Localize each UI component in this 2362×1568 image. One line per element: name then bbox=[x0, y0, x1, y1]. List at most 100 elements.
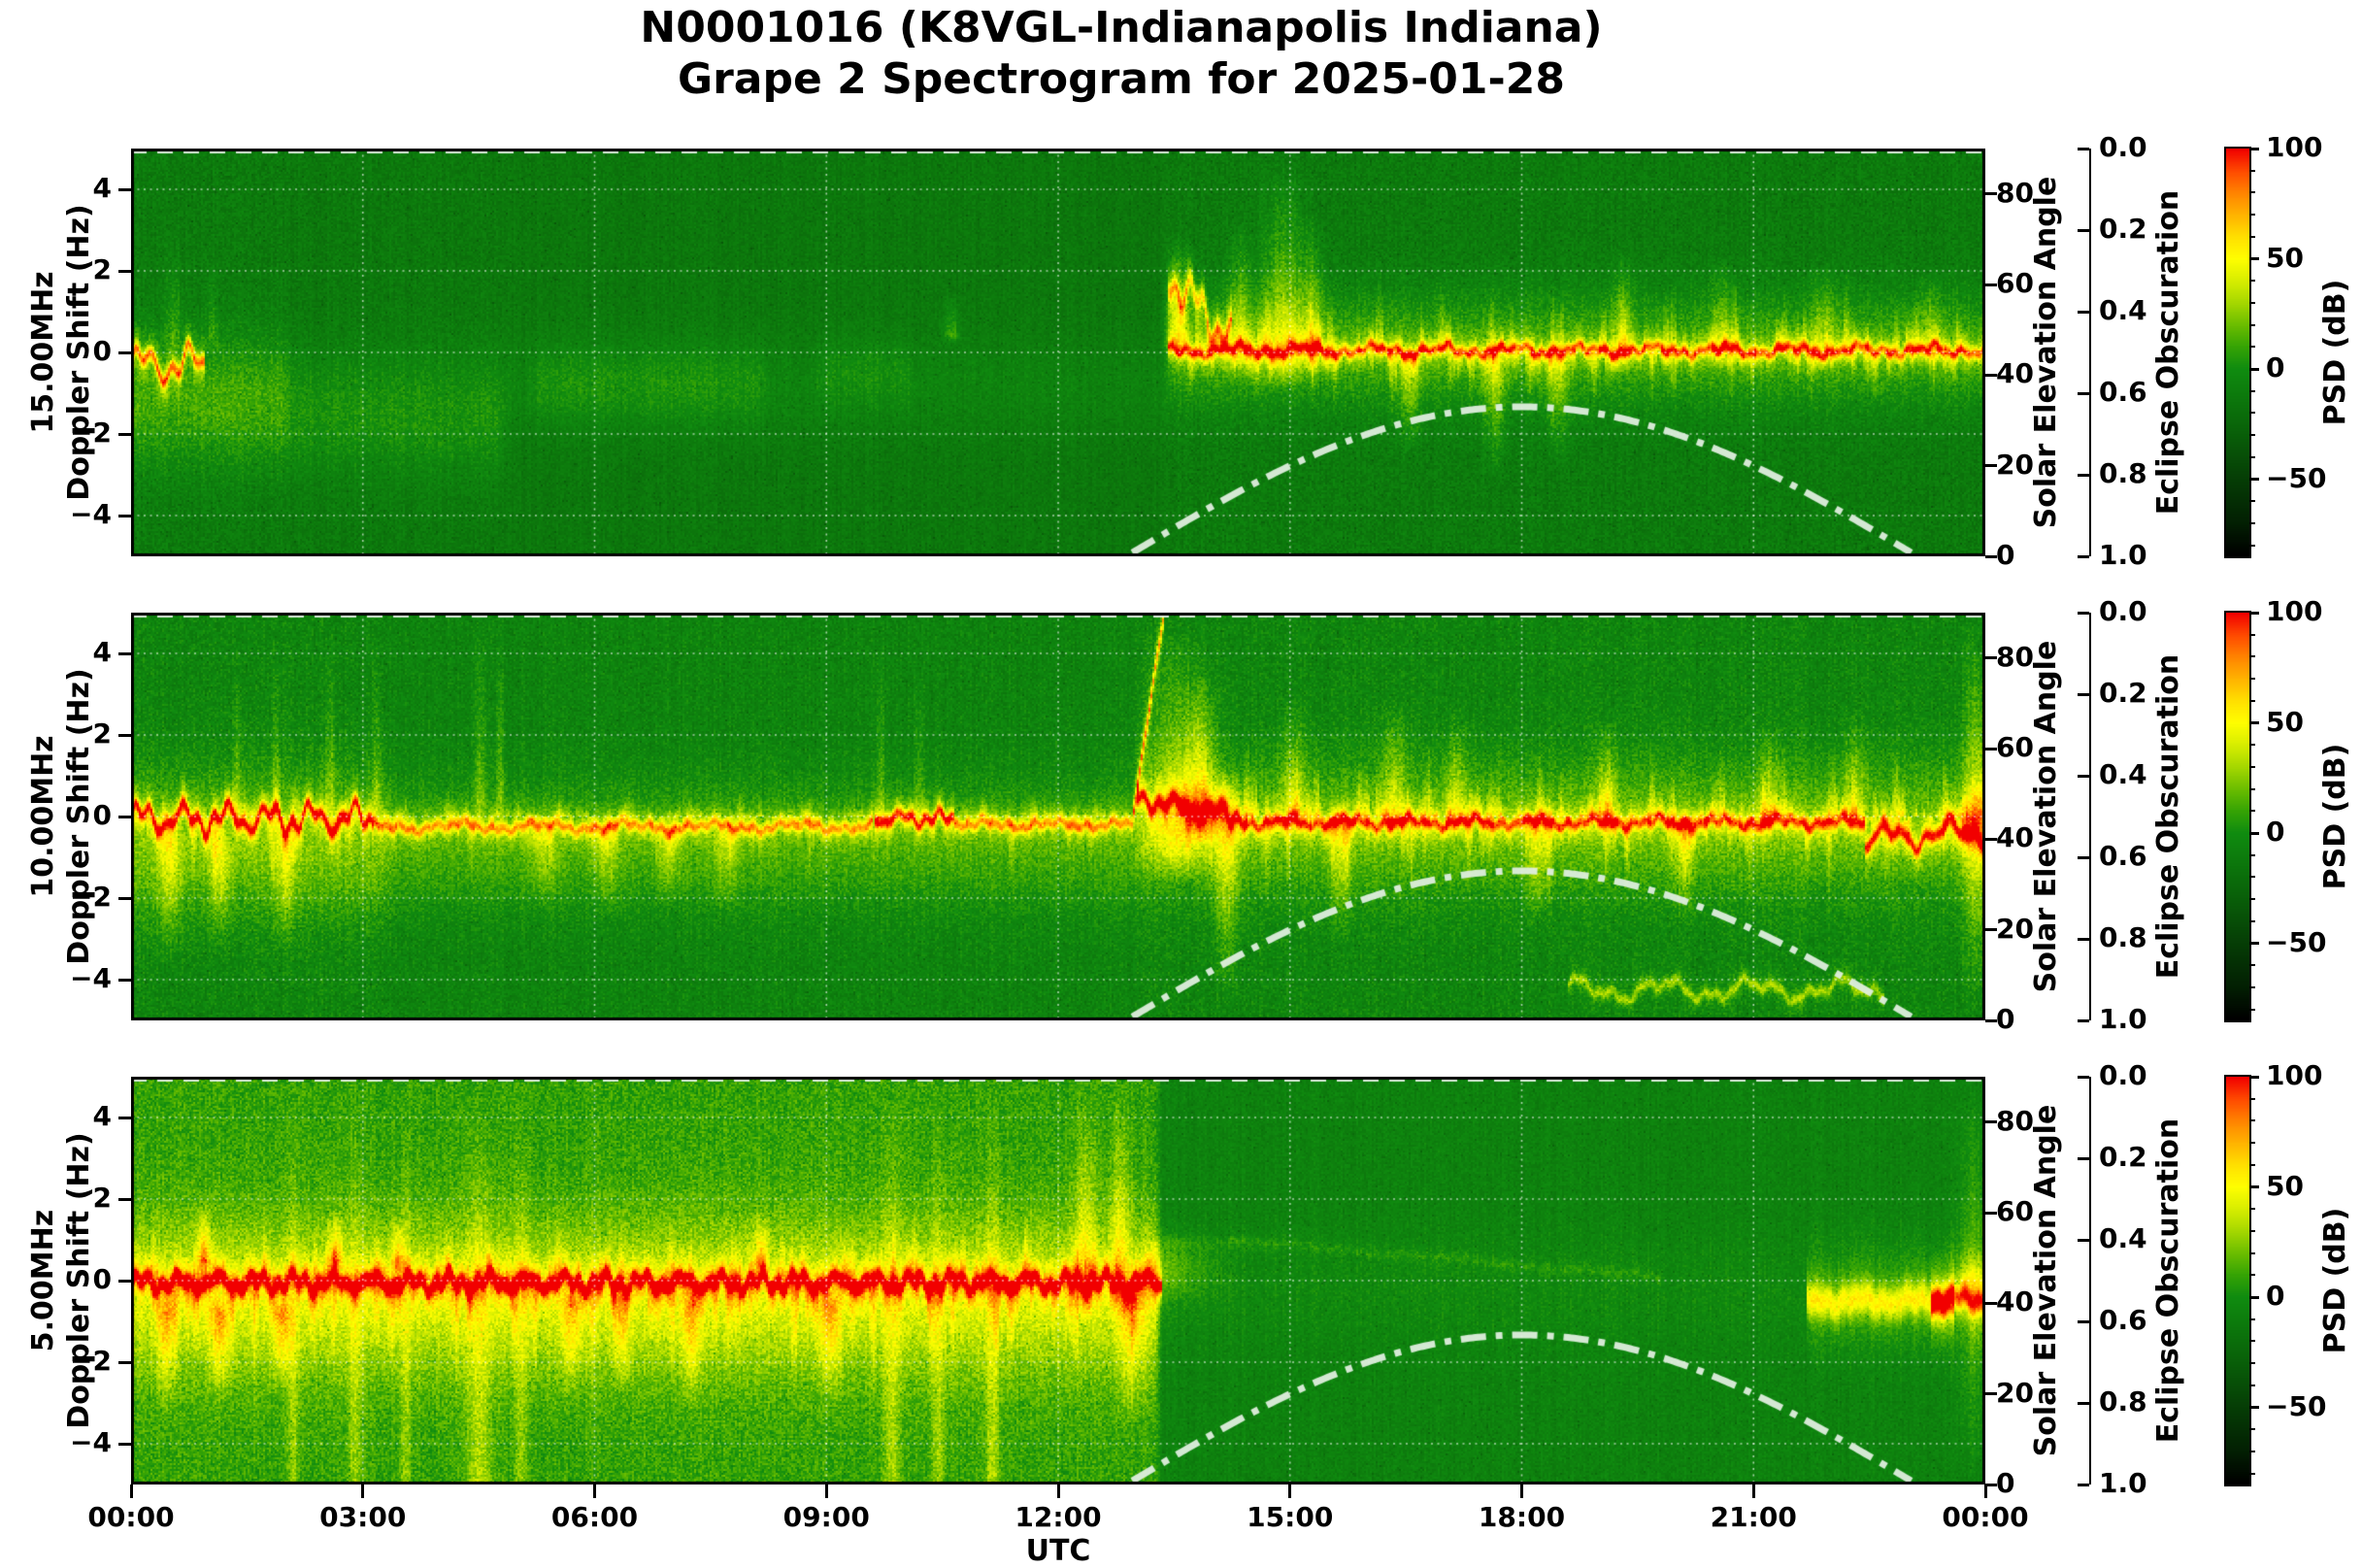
eclipse-axis-title: Eclipse Obscuration bbox=[2151, 189, 2185, 516]
solar-tick-label: 40 bbox=[1996, 357, 2034, 390]
eclipse-tickmark bbox=[2078, 228, 2089, 232]
colorbar-minor-tickmark bbox=[2249, 1450, 2255, 1452]
colorbar-tick-label: −50 bbox=[2266, 1389, 2327, 1422]
solar-tick-label: 20 bbox=[1996, 1376, 2034, 1409]
doppler-tick-label: 2 bbox=[92, 253, 112, 285]
colorbar-tick-label: −50 bbox=[2266, 925, 2327, 958]
doppler-tick-label: 4 bbox=[92, 636, 112, 668]
colorbar-gradient bbox=[2226, 613, 2249, 1020]
doppler-tick-label: 2 bbox=[92, 717, 112, 750]
eclipse-tick-label: 0.8 bbox=[2099, 457, 2147, 489]
colorbar bbox=[2224, 611, 2251, 1022]
colorbar-minor-tickmark bbox=[2249, 898, 2255, 901]
solar-tick-label: 80 bbox=[1996, 1104, 2034, 1137]
doppler-tick-label: 0 bbox=[92, 335, 112, 367]
colorbar-minor-tickmark bbox=[2249, 678, 2255, 681]
solar-axis-title: Solar Elevation Angle bbox=[2029, 640, 2063, 993]
solar-tickmark bbox=[1985, 464, 1997, 468]
x-tick-label: 06:00 bbox=[550, 1501, 639, 1533]
colorbar-minor-tickmark bbox=[2249, 985, 2255, 988]
colorbar-major-tickmark bbox=[2249, 1406, 2259, 1410]
colorbar-tick-label: 100 bbox=[2266, 131, 2323, 163]
eclipse-tick-label: 0.2 bbox=[2099, 213, 2147, 245]
x-tick-label: 15:00 bbox=[1247, 1501, 1334, 1533]
figure-title: N0001016 (K8VGL-Indianapolis Indiana) Gr… bbox=[0, 2, 2243, 105]
colorbar-tick-label: 50 bbox=[2266, 705, 2304, 738]
doppler-tick-label: 2 bbox=[92, 1182, 112, 1214]
doppler-tickmark bbox=[118, 978, 131, 982]
solar-tickmark bbox=[1985, 1120, 1997, 1124]
colorbar-minor-tickmark bbox=[2249, 521, 2255, 524]
solar-tick-label: 20 bbox=[1996, 448, 2034, 481]
solar-tickmark bbox=[1985, 554, 1997, 558]
eclipse-tick-label: 0.6 bbox=[2099, 840, 2147, 872]
doppler-tick-label: 4 bbox=[92, 1100, 112, 1132]
colorbar-major-tickmark bbox=[2249, 257, 2259, 260]
solar-tick-label: 0 bbox=[1996, 1003, 2015, 1035]
x-axis-title: UTC bbox=[1025, 1534, 1091, 1568]
solar-tickmark bbox=[1985, 747, 1997, 751]
x-tickmark bbox=[1751, 1485, 1755, 1498]
x-tick-label: 09:00 bbox=[782, 1501, 870, 1533]
doppler-tick-label: 0 bbox=[92, 799, 112, 831]
colorbar-title: PSD (dB) bbox=[2318, 1207, 2352, 1354]
colorbar-minor-tickmark bbox=[2249, 1318, 2255, 1320]
doppler-tickmark bbox=[118, 1116, 131, 1119]
solar-tickmark bbox=[1985, 1392, 1997, 1396]
eclipse-tick-label: 1.0 bbox=[2099, 1003, 2147, 1035]
eclipse-tick-label: 0.4 bbox=[2099, 294, 2147, 326]
eclipse-tick-label: 0.6 bbox=[2099, 1304, 2147, 1336]
eclipse-tickmark bbox=[2078, 692, 2089, 696]
eclipse-tickmark bbox=[2078, 554, 2089, 558]
eclipse-tickmark bbox=[2078, 1319, 2089, 1323]
colorbar-major-tickmark bbox=[2249, 1075, 2259, 1079]
figure-title-line2: Grape 2 Spectrogram for 2025-01-28 bbox=[677, 54, 1566, 104]
figure-title-line1: N0001016 (K8VGL-Indianapolis Indiana) bbox=[640, 3, 1603, 52]
x-tickmark bbox=[593, 1485, 596, 1498]
eclipse-tickmark bbox=[2078, 937, 2089, 941]
eclipse-tickmark bbox=[2078, 1075, 2089, 1079]
colorbar-minor-tickmark bbox=[2249, 214, 2255, 217]
eclipse-tickmark bbox=[2078, 611, 2089, 615]
doppler-tick-label: −4 bbox=[70, 498, 112, 530]
colorbar-tick-label: 0 bbox=[2266, 351, 2285, 384]
colorbar-major-tickmark bbox=[2249, 1185, 2259, 1188]
solar-tickmark bbox=[1985, 192, 1997, 196]
eclipse-tickmark bbox=[2078, 1156, 2089, 1160]
solar-tick-label: 20 bbox=[1996, 912, 2034, 945]
solar-tickmark bbox=[1985, 837, 1997, 841]
doppler-tickmark bbox=[118, 651, 131, 655]
colorbar-minor-tickmark bbox=[2249, 1163, 2255, 1166]
colorbar-minor-tickmark bbox=[2249, 744, 2255, 747]
colorbar-tick-label: 100 bbox=[2266, 1059, 2323, 1091]
eclipse-tick-label: 0.4 bbox=[2099, 758, 2147, 790]
eclipse-tick-label: 1.0 bbox=[2099, 1467, 2147, 1499]
solar-tickmark bbox=[1985, 1018, 1997, 1022]
doppler-tickmark bbox=[118, 432, 131, 436]
colorbar-minor-tickmark bbox=[2249, 853, 2255, 856]
eclipse-axis-title: Eclipse Obscuration bbox=[2151, 653, 2185, 980]
doppler-tickmark bbox=[118, 815, 131, 818]
solar-tickmark bbox=[1985, 283, 1997, 286]
x-tickmark bbox=[824, 1485, 828, 1498]
colorbar-minor-tickmark bbox=[2249, 500, 2255, 503]
eclipse-tick-label: 0.8 bbox=[2099, 1385, 2147, 1418]
colorbar-major-tickmark bbox=[2249, 147, 2259, 150]
solar-tick-label: 40 bbox=[1996, 1285, 2034, 1318]
solar-tickmark bbox=[1985, 1301, 1997, 1305]
colorbar-minor-tickmark bbox=[2249, 389, 2255, 392]
colorbar-minor-tickmark bbox=[2249, 1362, 2255, 1365]
doppler-tick-label: −4 bbox=[70, 962, 112, 994]
x-tickmark bbox=[1983, 1485, 1987, 1498]
colorbar-gradient bbox=[2226, 1077, 2249, 1485]
colorbar-minor-tickmark bbox=[2249, 301, 2255, 304]
colorbar-major-tickmark bbox=[2249, 831, 2259, 835]
solar-tick-label: 80 bbox=[1996, 176, 2034, 209]
solar-tickmark bbox=[1985, 373, 1997, 377]
solar-tickmark bbox=[1985, 928, 1997, 932]
colorbar bbox=[2224, 147, 2251, 558]
doppler-tick-label: −2 bbox=[70, 881, 112, 913]
colorbar-minor-tickmark bbox=[2249, 810, 2255, 813]
solar-tick-label: 0 bbox=[1996, 1467, 2015, 1499]
eclipse-axis-title: Eclipse Obscuration bbox=[2151, 1118, 2185, 1444]
